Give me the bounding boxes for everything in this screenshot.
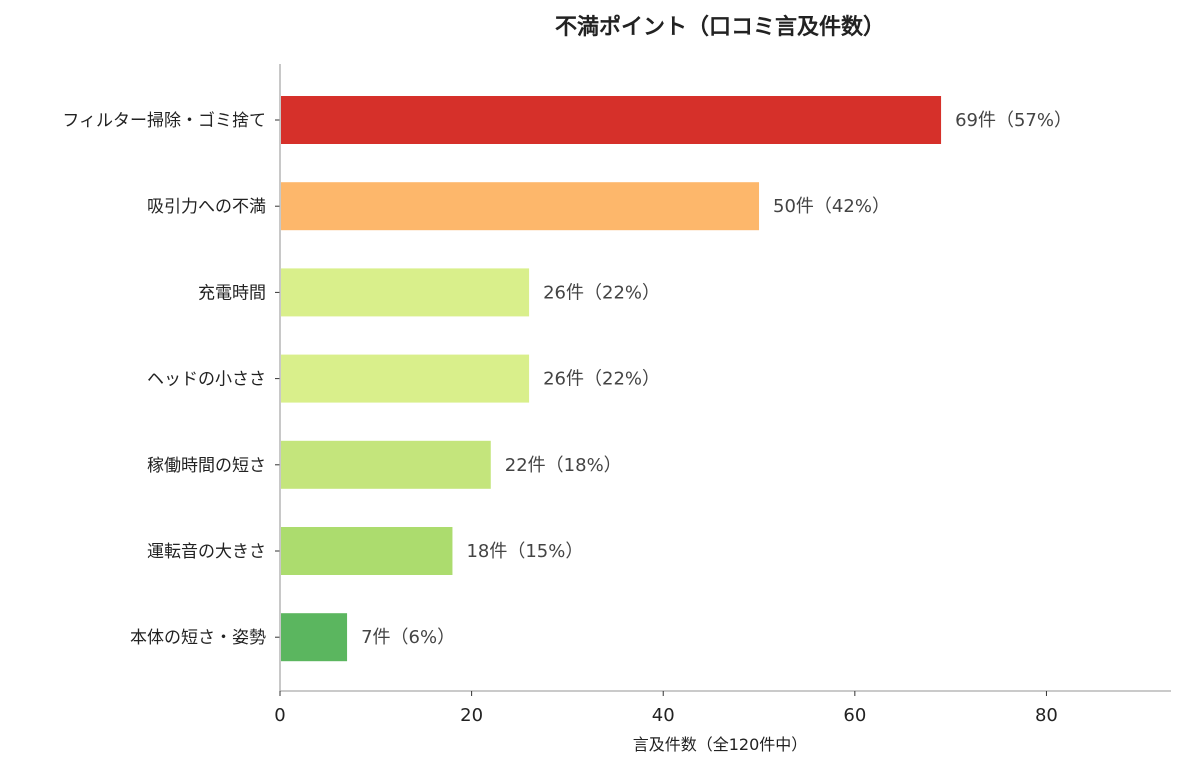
value-labels-layer: 69件（57%） 50件（42%） 26件（22%） 26件（22%） 22件（18%）… [361, 110, 1072, 648]
chart-title: 不満ポイント（口コミ言及件数） [555, 14, 885, 40]
value-label-6: 18件（15%） [466, 541, 583, 562]
category-label-1: フィルター掃除・ゴミ捨て [62, 110, 266, 131]
category-label-2: 吸引力への不満 [147, 197, 266, 217]
value-label-4: 26件（22%） [543, 369, 660, 390]
bar-1 [281, 96, 942, 144]
category-label-6: 運転音の大きさ [147, 542, 266, 562]
value-label-7: 7件（6%） [361, 627, 455, 648]
x-tick-label-3: 40 [652, 705, 675, 726]
x-tick-label-2: 20 [460, 705, 483, 726]
value-label-5: 22件（18%） [505, 455, 622, 476]
category-labels-layer: フィルター掃除・ゴミ捨て吸引力への不満充電時間ヘッドの小ささ稼働時間の短さ運転音… [62, 110, 280, 648]
bar-4 [281, 354, 530, 403]
bar-6 [281, 527, 453, 575]
category-label-7: 本体の短さ・姿勢 [130, 628, 266, 648]
bar-5 [281, 440, 491, 489]
category-label-3: 充電時間 [198, 283, 266, 303]
x-tick-label-5: 80 [1035, 705, 1058, 726]
x-tick-label-4: 60 [843, 705, 866, 726]
bar-2 [281, 182, 760, 231]
bars-layer [281, 96, 942, 662]
category-label-5: 稼働時間の短さ [147, 456, 266, 476]
category-label-4: ヘッドの小ささ [147, 370, 266, 390]
x-ticks-layer: 0 20 40 60 80 [274, 691, 1058, 726]
value-label-3: 26件（22%） [543, 282, 660, 303]
value-label-2: 50件（42%） [773, 196, 890, 217]
x-axis-label: 言及件数（全120件中） [633, 735, 808, 754]
x-tick-label-1: 0 [274, 705, 285, 726]
bar-7 [281, 613, 348, 662]
bar-3 [281, 268, 530, 317]
value-label-1: 69件（57%） [955, 110, 1072, 131]
